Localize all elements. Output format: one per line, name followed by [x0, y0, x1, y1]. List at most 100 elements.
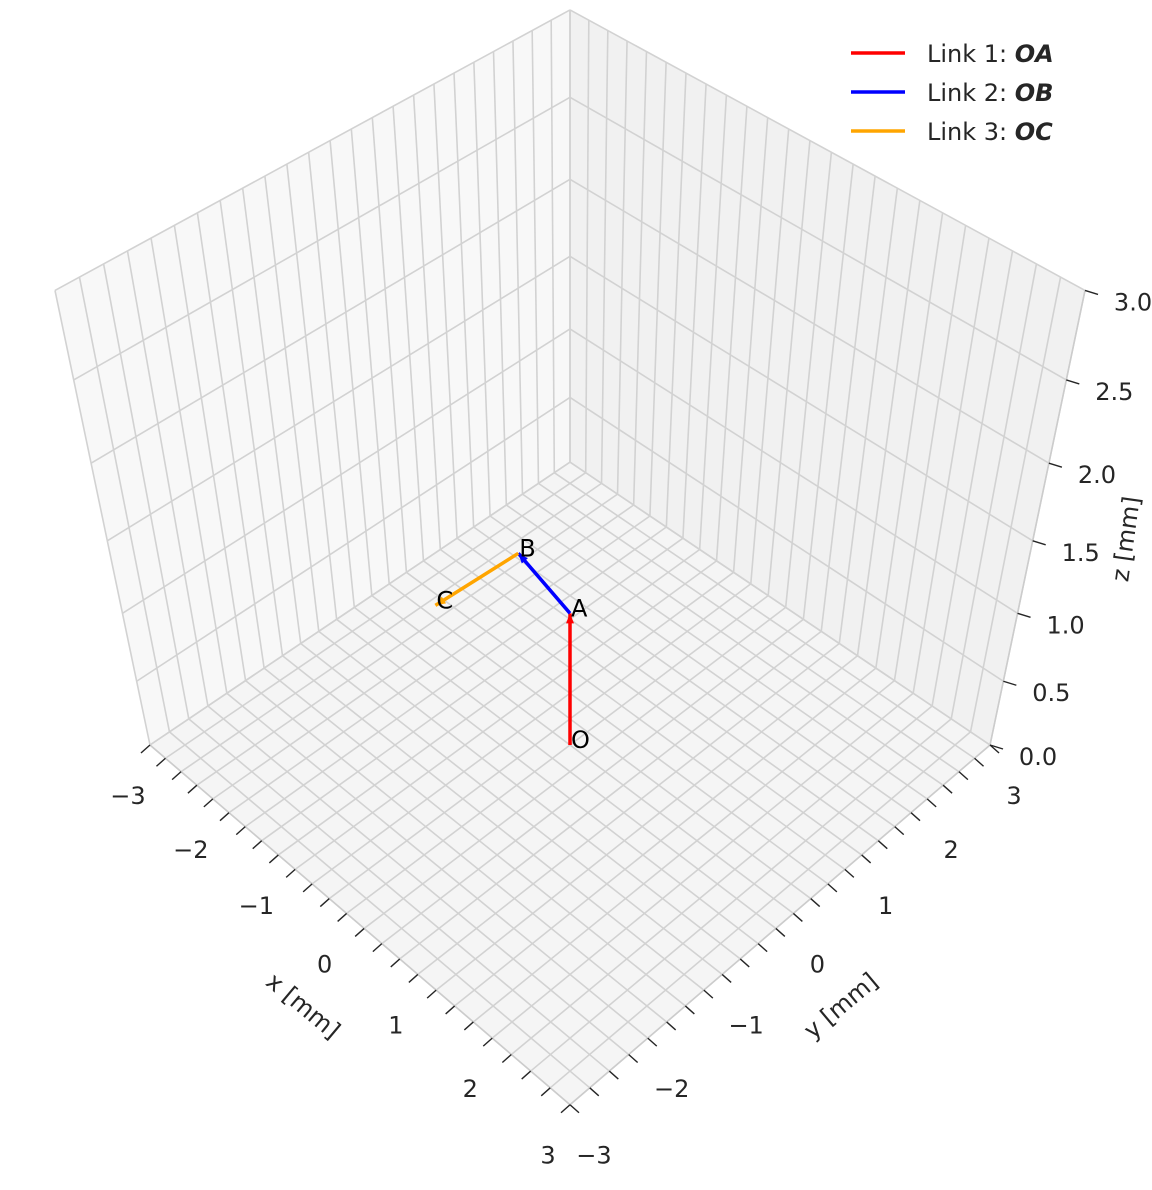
wall-gridline-x: [715, 106, 748, 561]
x-tick-mark: [337, 912, 348, 922]
wall-gridline-x: [784, 152, 833, 608]
legend-item-link-3: Link 3: OC: [851, 118, 1053, 146]
floor-gridline-x: [549, 731, 972, 1089]
wall-gridline-z: [569, 178, 1050, 464]
link-3-line: [434, 551, 520, 607]
legend-label-math: OC: [1015, 118, 1053, 146]
wall-gridline-z: [569, 328, 1018, 614]
right-wall-pane: [570, 9, 1086, 746]
wall-gridline-x: [856, 200, 921, 656]
wall-gridline-y: [392, 106, 425, 561]
floor-gridline-y: [489, 515, 912, 814]
floor-gridline-x: [244, 526, 667, 828]
floor-gridline-x: [363, 606, 787, 930]
wall-gridline-x: [767, 140, 811, 596]
floor-gridline-x: [530, 718, 952, 1072]
x-tick-label: 3: [540, 1142, 555, 1170]
floor-gridline-x: [510, 705, 933, 1056]
link-2-arrowhead: [518, 553, 528, 564]
wall-gridline-z: [106, 255, 571, 542]
y-tick-mark: [647, 1037, 658, 1047]
x-tick-mark: [354, 927, 365, 937]
y-tick-mark: [861, 854, 872, 864]
x-tick-mark: [187, 784, 198, 794]
wall-gridline-x: [600, 30, 609, 484]
wall-gridline-y: [329, 140, 373, 596]
wall-gridline-y: [286, 164, 338, 620]
wall-gridline-x: [749, 128, 790, 584]
x-tick-mark: [390, 958, 401, 968]
x-tick-label: 2: [463, 1075, 478, 1103]
floor-gridline-y: [371, 594, 794, 915]
y-tick-mark: [877, 840, 888, 850]
y-tick-label: −1: [728, 1011, 763, 1039]
wall-gridline-z: [90, 178, 571, 464]
floor-gridline-y: [226, 692, 649, 1039]
y-tick-label: 0: [810, 950, 825, 978]
y-tick-label: 2: [943, 836, 958, 864]
wall-gridline-x: [969, 276, 1062, 733]
y-tick-mark: [608, 1070, 619, 1080]
x-tick-mark: [540, 1087, 551, 1097]
wall-gridline-y: [473, 62, 491, 517]
y-tick-mark: [684, 1005, 695, 1015]
legend-label-prefix: Link 2:: [927, 79, 1015, 107]
y-tick-mark: [628, 1053, 639, 1064]
x-tick-mark: [319, 898, 330, 908]
x-tick-mark: [463, 1021, 474, 1031]
floor-gridline-y: [263, 667, 686, 1007]
x-tick-mark: [140, 744, 151, 754]
link-1-arrowhead: [566, 613, 574, 624]
floor-gridline-x: [180, 482, 602, 773]
z-tick-label: 2.5: [1095, 378, 1133, 406]
y-tick-mark: [894, 826, 905, 836]
z-tick-label: 0.5: [1032, 679, 1070, 707]
floor-gridline-y: [405, 571, 829, 885]
floor-gridline-y: [439, 548, 863, 856]
y-tick-mark: [775, 927, 786, 937]
wall-gridline-y: [492, 51, 508, 506]
point-labels: O A B C: [436, 534, 589, 754]
y-tick-mark: [792, 912, 803, 922]
y-axis-label: y [mm]: [798, 967, 883, 1045]
point-label-a: A: [571, 594, 588, 622]
floor-gridline-x: [399, 630, 822, 960]
wall-gridline-y: [173, 225, 247, 681]
legend-label: Link 2: OB: [927, 79, 1053, 107]
z-tick-label: 0.0: [1019, 743, 1057, 771]
wall-gridline-y: [126, 250, 209, 707]
wall-gridline-x: [584, 20, 590, 473]
axis-lines: [140, 289, 1099, 1114]
x-tick-mark: [501, 1053, 512, 1064]
y-tick-mark: [844, 868, 855, 878]
floor-gridline-x: [454, 667, 877, 1007]
z-tick-mark: [989, 744, 1004, 750]
wall-gridline-y: [78, 276, 171, 733]
wall-gridline-z: [569, 9, 1086, 292]
floor-gridline-x: [381, 618, 804, 945]
x-tick-label: −2: [173, 836, 208, 864]
x-tick-label: 1: [388, 1011, 403, 1039]
y-tick-mark: [989, 744, 1000, 754]
floor-gridline-y: [353, 606, 777, 930]
wall-gridline-y: [412, 95, 442, 550]
y-tick-mark: [739, 958, 750, 968]
wall-gridline-y: [371, 117, 408, 573]
z-tick-label: 1.0: [1046, 611, 1084, 639]
wall-gridline-x: [616, 40, 628, 495]
x-axis-label: x [mm]: [261, 967, 346, 1045]
wall-gridline-z: [122, 328, 571, 614]
wall-gridline-y: [453, 73, 475, 528]
wall-gridline-x: [893, 225, 967, 681]
legend-item-link-2: Link 2: OB: [851, 79, 1053, 107]
x-tick-label: 0: [317, 950, 332, 978]
wall-gridline-y: [433, 83, 458, 539]
z-tick-mark: [1003, 680, 1017, 686]
z-axis-line: [989, 290, 1086, 746]
wall-gridline-x: [698, 95, 728, 550]
point-label-b: B: [519, 534, 535, 562]
floor-gridline-y: [300, 642, 723, 976]
floor-gridline-x: [311, 571, 735, 885]
legend-label-math: OB: [1015, 79, 1054, 107]
